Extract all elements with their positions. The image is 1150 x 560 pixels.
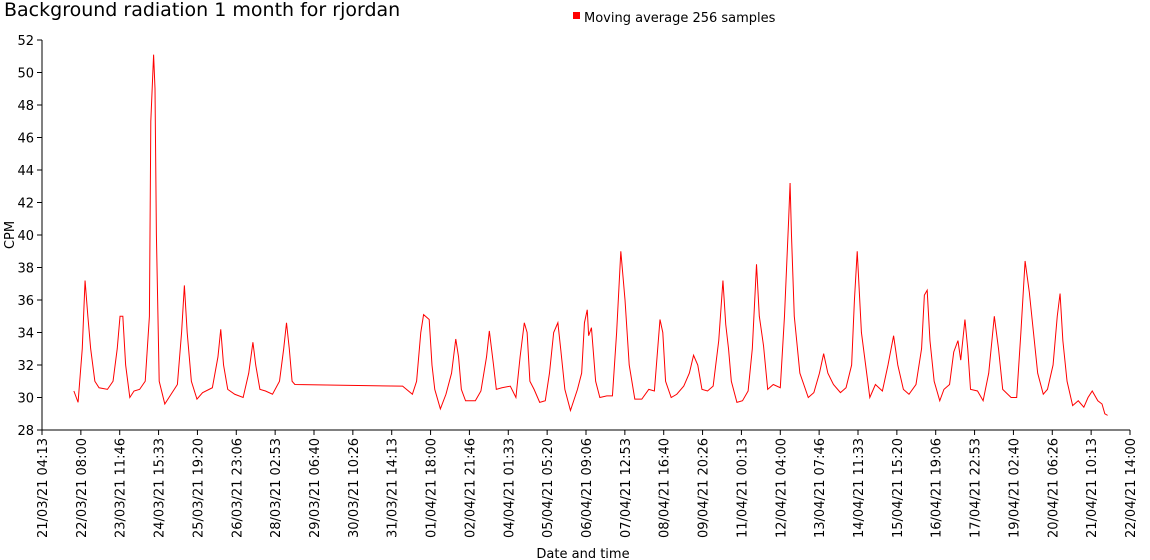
x-tick-label: 19/04/21 02:40 <box>1007 438 1022 538</box>
x-tick-label: 09/04/21 20:26 <box>697 438 712 538</box>
legend-label: Moving average 256 samples <box>584 11 776 26</box>
y-tick-label: 44 <box>17 164 34 179</box>
x-tick-label: 01/04/21 18:00 <box>425 438 440 538</box>
y-tick-label: 42 <box>17 197 34 212</box>
y-tick-label: 40 <box>17 229 34 244</box>
x-tick-label: 12/04/21 04:00 <box>774 438 789 538</box>
series-line <box>73 54 1108 416</box>
x-tick-label: 06/04/21 09:06 <box>580 438 595 538</box>
x-tick-label: 21/03/21 04:13 <box>36 438 51 538</box>
y-axis-label: CPM <box>3 221 18 249</box>
y-tick-label: 48 <box>17 99 34 114</box>
x-tick-label: 25/03/21 19:20 <box>191 438 206 538</box>
x-tick-label: 28/03/21 02:53 <box>269 438 284 538</box>
x-tick-label: 24/03/21 15:33 <box>153 438 168 538</box>
x-tick-label: 20/04/21 06:26 <box>1046 438 1061 538</box>
x-tick-label: 02/04/21 21:46 <box>463 438 478 538</box>
x-tick-label: 17/04/21 22:53 <box>969 438 984 538</box>
x-tick-label: 16/04/21 19:06 <box>930 438 945 538</box>
y-tick-label: 38 <box>17 262 34 277</box>
x-tick-label: 30/03/21 10:26 <box>347 438 362 538</box>
x-tick-label: 08/04/21 16:40 <box>658 438 673 538</box>
y-tick-label: 36 <box>17 294 34 309</box>
y-tick-label: 32 <box>17 359 34 374</box>
chart-title: Background radiation 1 month for rjordan <box>4 0 400 21</box>
x-tick-label: 21/04/21 10:13 <box>1085 438 1100 538</box>
x-tick-label: 07/04/21 12:53 <box>619 438 634 538</box>
y-tick-label: 30 <box>17 392 34 407</box>
y-tick-label: 50 <box>17 67 34 82</box>
y-tick-label: 34 <box>17 327 34 342</box>
x-tick-label: 11/04/21 00:13 <box>735 438 750 538</box>
x-tick-label: 13/04/21 07:46 <box>813 438 828 538</box>
x-tick-label: 05/04/21 05:20 <box>541 438 556 538</box>
x-tick-label: 29/03/21 06:40 <box>308 438 323 538</box>
x-tick-label: 14/04/21 11:33 <box>852 438 867 538</box>
y-tick-label: 28 <box>17 424 34 439</box>
legend-swatch <box>573 12 580 19</box>
x-tick-label: 04/04/21 01:33 <box>502 438 517 538</box>
x-tick-label: 31/03/21 14:13 <box>386 438 401 538</box>
x-tick-label: 23/03/21 11:46 <box>114 438 129 538</box>
y-tick-label: 52 <box>17 34 34 49</box>
x-axis-label: Date and time <box>536 547 629 560</box>
x-tick-label: 22/04/21 14:00 <box>1124 438 1139 538</box>
x-tick-label: 22/03/21 08:00 <box>75 438 90 538</box>
y-tick-label: 46 <box>17 132 34 147</box>
x-tick-label: 26/03/21 23:06 <box>230 438 245 538</box>
x-tick-label: 15/04/21 15:20 <box>891 438 906 538</box>
